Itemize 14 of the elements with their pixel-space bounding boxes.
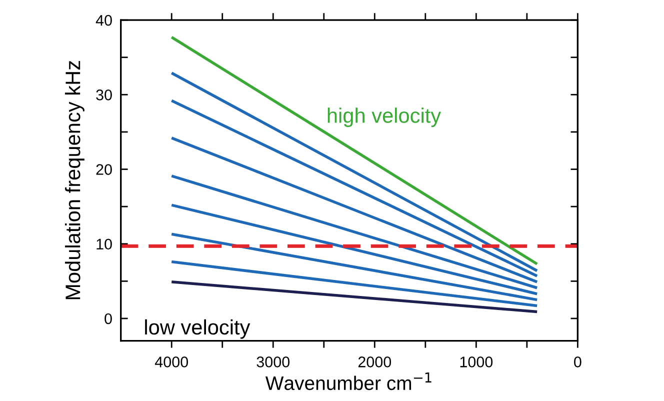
- x-tick-label: 1000: [460, 356, 493, 368]
- y-tick-label: 40: [96, 14, 112, 26]
- y-tick-label: 30: [96, 90, 112, 100]
- x-tick-label: 4000: [154, 356, 188, 368]
- annotation: low velocity: [145, 319, 250, 339]
- x-tick-label: 3000: [256, 356, 290, 368]
- y-axis-title: Modulation frequency kHz: [64, 61, 84, 300]
- x-tick-label: 0: [574, 356, 582, 368]
- y-tick-label: 20: [96, 164, 112, 175]
- x-tick-label: 2000: [358, 356, 392, 368]
- x-axis-title: Wavenumber cm$^{−1}$: [265, 372, 432, 390]
- y-tick-label: 10: [96, 238, 112, 250]
- annotation: high velocity: [328, 108, 442, 128]
- y-tick-label: 0: [104, 313, 112, 324]
